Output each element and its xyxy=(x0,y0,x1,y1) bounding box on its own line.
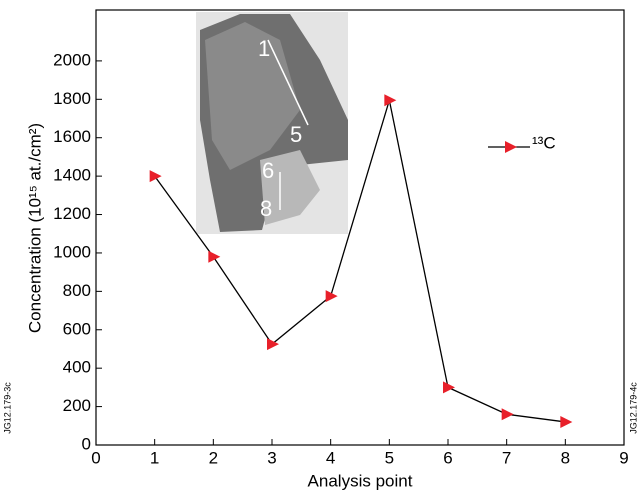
x-tick-label: 5 xyxy=(385,448,394,467)
x-tick-label: 0 xyxy=(91,448,100,467)
legend-marker xyxy=(505,141,517,153)
y-tick-label: 1800 xyxy=(53,89,91,108)
x-tick-label: 4 xyxy=(326,448,335,467)
y-tick-label: 400 xyxy=(63,358,91,377)
x-tick-label: 7 xyxy=(502,448,511,467)
inset-label: 8 xyxy=(260,196,272,221)
data-point xyxy=(208,250,221,263)
legend-label: ¹³C xyxy=(532,133,556,152)
y-tick-label: 800 xyxy=(63,281,91,300)
y-tick-label: 1000 xyxy=(53,242,91,261)
data-point xyxy=(149,170,162,183)
x-tick-label: 3 xyxy=(267,448,276,467)
x-tick-label: 6 xyxy=(443,448,452,467)
y-tick-label: 1600 xyxy=(53,127,91,146)
data-point xyxy=(384,94,397,107)
y-axis-label: Concentration (10¹⁵ at./cm²) xyxy=(25,123,44,333)
data-point xyxy=(267,338,279,351)
inset-label: 1 xyxy=(258,36,270,61)
y-tick-label: 1200 xyxy=(53,204,91,223)
data-point xyxy=(560,415,573,428)
x-tick-label: 8 xyxy=(561,448,570,467)
x-tick-label: 2 xyxy=(209,448,218,467)
data-point xyxy=(443,381,455,394)
figure-id: JG12.179-3c xyxy=(2,382,12,434)
x-axis-label: Analysis point xyxy=(308,471,413,490)
data-point xyxy=(325,290,338,303)
figure-id: JG12.179-4c xyxy=(628,382,638,434)
plot-frame xyxy=(95,9,625,446)
x-tick-label: 1 xyxy=(150,448,159,467)
inset-label: 5 xyxy=(290,122,302,147)
series-line xyxy=(154,100,566,423)
inset-photo: 1 5 6 8 xyxy=(196,12,348,234)
y-tick-label: 600 xyxy=(63,319,91,338)
inset-label: 6 xyxy=(262,158,274,183)
data-point xyxy=(501,408,514,421)
y-tick-label: 0 xyxy=(82,434,91,453)
y-tick-label: 1400 xyxy=(53,166,91,185)
y-tick-label: 200 xyxy=(63,396,91,415)
x-tick-label: 9 xyxy=(619,448,628,467)
y-tick-label: 2000 xyxy=(53,50,91,69)
